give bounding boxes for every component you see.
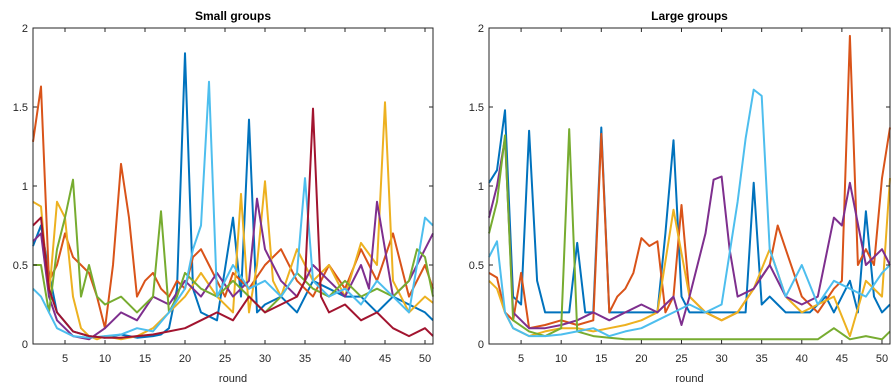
x-axis-label: round [219,373,247,385]
series-line-2 [488,34,891,330]
x-tick-label: 15 [139,353,151,365]
chart-title: Large groups [651,9,728,23]
series-line-3 [32,101,434,341]
y-tick-label: 0 [478,339,484,351]
series-line-6 [488,88,891,338]
x-tick-label: 50 [419,353,431,365]
x-tick-label: 35 [756,353,768,365]
y-tick-label: 1.5 [469,102,484,114]
series-group [32,52,434,341]
chart-title: Small groups [195,9,271,23]
y-tick-label: 0.5 [469,260,484,272]
series-line-5 [488,128,891,341]
series-line-4 [488,137,891,330]
x-tick-label: 40 [796,353,808,365]
x-tick-label: 25 [219,353,231,365]
x-axis-label: round [675,373,703,385]
x-tick-label: 5 [62,353,68,365]
series-line-2 [32,85,434,330]
series-line-7 [32,107,434,339]
series-line-1 [488,109,891,314]
series-group [488,34,891,341]
x-tick-label: 40 [339,353,351,365]
y-tick-label: 0 [22,339,28,351]
y-tick-label: 1.5 [13,102,28,114]
y-tick-label: 0.5 [13,260,28,272]
x-tick-label: 30 [259,353,271,365]
x-tick-label: 30 [715,353,727,365]
series-line-6 [32,80,434,339]
x-tick-label: 5 [518,353,524,365]
x-tick-label: 45 [836,353,848,365]
x-tick-label: 25 [675,353,687,365]
y-tick-label: 2 [22,23,28,35]
x-tick-label: 20 [635,353,647,365]
y-tick-label: 2 [478,23,484,35]
x-tick-label: 20 [179,353,191,365]
x-tick-label: 35 [299,353,311,365]
small-groups-chart: Small groups round 5 10 15 20 25 30 35 40 45 50 0 0… [13,9,434,385]
x-tick-label: 10 [555,353,567,365]
x-tick-label: 50 [876,353,888,365]
y-tick-label: 1 [478,181,484,193]
large-groups-chart: Large groups round 5 10 15 20 25 30 35 40 45 50 0 0… [469,9,891,385]
x-tick-label: 10 [99,353,111,365]
y-tick-label: 1 [22,181,28,193]
x-tick-label: 15 [595,353,607,365]
x-tick-label: 45 [379,353,391,365]
